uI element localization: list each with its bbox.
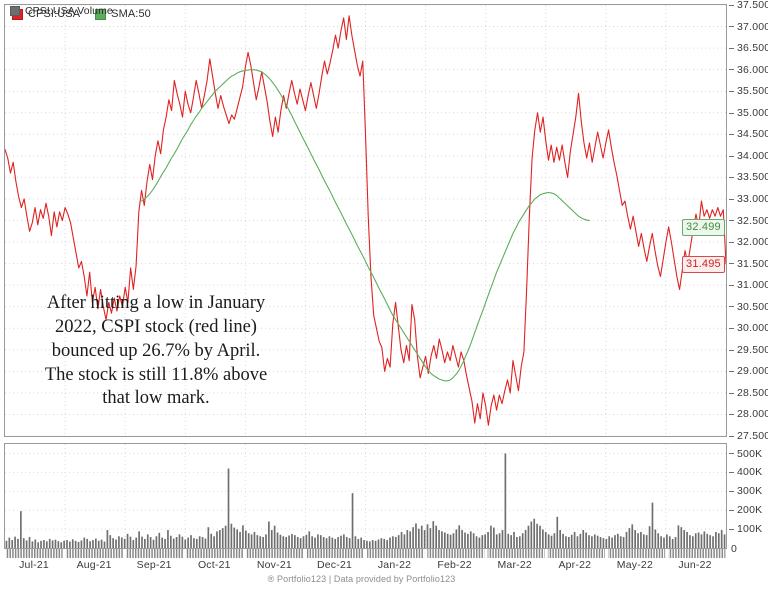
legend-label-price: CPSI:USA xyxy=(28,8,81,20)
legend-swatch-sma xyxy=(95,8,107,20)
price-y-tick: 33.500 xyxy=(729,171,768,183)
price-y-tick-label: 31.500 xyxy=(737,257,768,270)
price-y-tick: 30.000 xyxy=(729,322,768,334)
price-value-flag-label: 31.495 xyxy=(686,257,721,270)
price-y-tick: 37.500 xyxy=(729,0,768,11)
volume-chart-panel xyxy=(4,443,727,549)
price-y-tick: 31.000 xyxy=(729,279,768,291)
volume-y-tick-label: 200K xyxy=(737,504,763,517)
chart-annotation-line: After hitting a low in January xyxy=(46,293,266,313)
sma-value-flag: 32.499 xyxy=(682,218,725,236)
price-y-tick-label: 34.500 xyxy=(737,128,768,141)
volume-y-tick: 500K xyxy=(729,448,762,460)
x-axis-labels: Jul-21 Aug-21 Sep-21 Oct-21 Nov-21 Dec-21 Jan-… xyxy=(0,559,768,575)
price-y-axis: 37.500 37.000 36.500 36.000 35.500 35.000 34.5… xyxy=(729,0,768,442)
legend-label-sma: SMA:50 xyxy=(111,8,151,20)
chart-annotation-line: that low mark. xyxy=(102,388,210,409)
price-y-tick: 32.000 xyxy=(729,236,768,248)
price-y-tick-label: 34.000 xyxy=(737,149,768,162)
price-plot xyxy=(5,5,726,436)
price-y-tick-label: 32.500 xyxy=(737,214,768,227)
price-y-tick-label: 36.500 xyxy=(737,42,768,55)
price-y-tick: 29.000 xyxy=(729,365,768,377)
volume-zero-tick: 0 xyxy=(731,543,737,555)
x-axis-label: Jun-22 xyxy=(678,559,712,571)
chart-annotation: After hitting a low in January 2022, CSPI… xyxy=(12,292,300,411)
x-axis-label: Sep-21 xyxy=(136,559,172,571)
price-y-tick: 29.500 xyxy=(729,344,768,356)
price-y-tick: 35.500 xyxy=(729,85,768,97)
price-y-tick: 28.500 xyxy=(729,387,768,399)
price-y-tick: 34.000 xyxy=(729,150,768,162)
legend-label-volume: CPSI:USA Volume xyxy=(25,5,113,17)
price-y-tick-label: 30.000 xyxy=(737,322,768,335)
sma-value-flag-label: 32.499 xyxy=(686,220,721,233)
chart-annotation-line: bounced up 26.7% by April. xyxy=(51,340,261,361)
x-axis-label: Feb-22 xyxy=(437,559,472,571)
price-y-tick-label: 33.000 xyxy=(737,192,768,205)
volume-y-tick-label: 300K xyxy=(737,485,763,498)
price-y-tick-label: 30.500 xyxy=(737,300,768,313)
price-y-tick-label: 35.500 xyxy=(737,85,768,98)
volume-chart-legend: CPSI:USA Volume xyxy=(10,5,113,17)
volume-y-tick: 300K xyxy=(729,485,762,497)
price-y-tick-label: 28.000 xyxy=(737,408,768,421)
price-y-tick-label: 32.000 xyxy=(737,236,768,248)
price-y-tick: 27.500 xyxy=(729,430,768,442)
price-y-tick-label: 29.500 xyxy=(737,343,768,356)
volume-y-tick: 400K xyxy=(729,466,762,478)
price-value-flag: 31.495 xyxy=(682,255,725,273)
price-y-tick: 32.500 xyxy=(729,215,768,227)
volume-y-tick: 200K xyxy=(729,504,762,516)
volume-y-tick: 100K xyxy=(729,523,762,535)
legend-item-volume[interactable]: CPSI:USA Volume xyxy=(10,5,113,17)
x-axis-label: May-22 xyxy=(616,559,653,571)
x-axis-label: Oct-21 xyxy=(197,559,231,571)
price-y-tick-label: 36.000 xyxy=(737,63,768,76)
x-axis-tick-band xyxy=(4,549,727,558)
price-y-tick-label: 35.000 xyxy=(737,106,768,119)
price-y-tick: 34.500 xyxy=(729,128,768,140)
x-axis-label: Aug-21 xyxy=(76,559,112,571)
price-y-tick-label: 31.000 xyxy=(737,279,768,292)
volume-y-tick-label: 400K xyxy=(737,466,763,479)
volume-y-tick-label: 500K xyxy=(737,447,763,460)
price-y-tick-label: 29.000 xyxy=(737,365,768,378)
x-axis-label: Apr-22 xyxy=(558,559,592,571)
volume-y-tick-label: 100K xyxy=(737,523,763,536)
price-y-tick: 37.000 xyxy=(729,21,768,33)
volume-plot xyxy=(5,444,726,548)
price-y-tick: 28.000 xyxy=(729,408,768,420)
x-axis-label: Dec-21 xyxy=(316,559,353,571)
chart-annotation-line: 2022, CSPI stock (red line) xyxy=(55,316,257,337)
price-y-tick-label: 28.500 xyxy=(737,386,768,399)
legend-item-sma[interactable]: SMA:50 xyxy=(95,8,151,20)
price-y-tick: 31.500 xyxy=(729,258,768,270)
volume-y-axis: 500K 400K 300K 200K 100K xyxy=(729,443,768,549)
x-axis-label: Nov-21 xyxy=(256,559,292,571)
chart-annotation-line: The stock is still 11.8% above xyxy=(44,364,268,385)
chart-footer: ® Portfolio123 | Data provided by Portfo… xyxy=(267,574,456,584)
price-y-tick-label: 37.500 xyxy=(737,0,768,11)
price-y-tick: 30.500 xyxy=(729,301,768,313)
x-axis-label: Jan-22 xyxy=(377,559,412,571)
price-y-tick-label: 33.500 xyxy=(737,171,768,184)
price-y-tick: 36.000 xyxy=(729,64,768,76)
price-chart-panel xyxy=(4,4,727,437)
price-y-tick-label: 27.500 xyxy=(737,430,768,442)
price-y-tick: 35.000 xyxy=(729,107,768,119)
price-y-tick: 36.500 xyxy=(729,42,768,54)
x-axis-label: Jul-21 xyxy=(19,559,49,571)
price-y-tick: 33.000 xyxy=(729,193,768,205)
legend-swatch-volume xyxy=(10,6,20,16)
x-axis-label: Mar-22 xyxy=(497,559,532,571)
price-y-tick-label: 37.000 xyxy=(737,20,768,33)
